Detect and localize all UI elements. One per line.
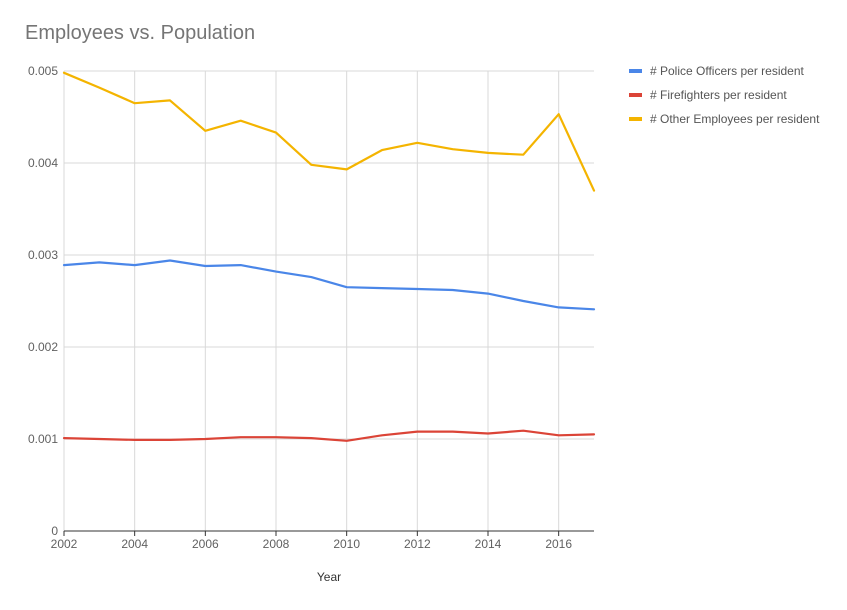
axes: 0 0.001 0.002 0.003 0.004 0.005 2002 2004 2006 20…: [28, 64, 594, 551]
x-tick-label: 2016: [545, 537, 572, 551]
series-line: [62, 429, 596, 442]
y-tick-label: 0.004: [28, 156, 58, 170]
x-tick-label: 2012: [404, 537, 431, 551]
series-line: [62, 71, 596, 192]
legend-label: # Other Employees per resident: [650, 112, 820, 126]
y-tick-label: 0.003: [28, 248, 58, 262]
chart-title: Employees vs. Population: [25, 22, 255, 44]
x-tick-label: 2002: [51, 537, 78, 551]
legend-label: # Firefighters per resident: [650, 88, 787, 102]
x-tick-label: 2014: [475, 537, 502, 551]
x-tick-label: 2008: [263, 537, 290, 551]
series-line: [62, 259, 596, 311]
x-tick-label: 2006: [192, 537, 219, 551]
x-axis-label: Year: [317, 570, 341, 584]
y-tick-label: 0.005: [28, 64, 58, 78]
y-tick-label: 0.001: [28, 432, 58, 446]
legend: # Police Officers per resident # Firefigh…: [629, 64, 820, 126]
y-tick-label: 0.002: [28, 340, 58, 354]
y-tick-label: 0: [51, 524, 58, 538]
series-lines: [62, 71, 596, 442]
legend-label: # Police Officers per resident: [650, 64, 805, 78]
grid: [63, 70, 594, 531]
x-tick-label: 2004: [121, 537, 148, 551]
x-tick-label: 2010: [333, 537, 360, 551]
